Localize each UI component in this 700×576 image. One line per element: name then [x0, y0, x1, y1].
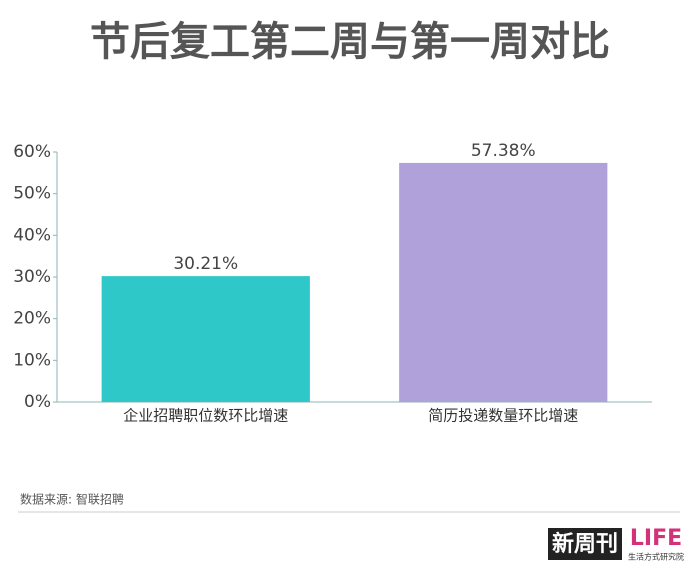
chart-title: 节后复工第二周与第一周对比 — [90, 19, 610, 65]
logo-bg — [548, 528, 622, 560]
y-tick-label: 0% — [24, 392, 51, 412]
y-tick-label: 20% — [13, 309, 51, 329]
logo-right: LIFE — [630, 526, 682, 551]
value-label: 57.38% — [471, 141, 536, 161]
y-tick-label: 40% — [13, 225, 51, 245]
y-tick-label: 10% — [13, 350, 51, 370]
bar — [101, 276, 310, 402]
x-tick-label: 简历投递数量环比增速 — [428, 407, 578, 425]
logo-right-sub: 生活方式研究院 — [628, 552, 684, 562]
y-tick-label: 50% — [13, 184, 51, 204]
value-label: 30.21% — [173, 254, 238, 274]
source: 数据来源: 智联招聘 — [20, 492, 124, 507]
x-tick-label: 企业招聘职位数环比增速 — [123, 407, 288, 425]
bar — [399, 162, 608, 402]
y-tick-label: 60% — [13, 142, 51, 162]
logo-left: 新周刊 — [552, 531, 618, 557]
y-tick-label: 30% — [13, 267, 51, 287]
